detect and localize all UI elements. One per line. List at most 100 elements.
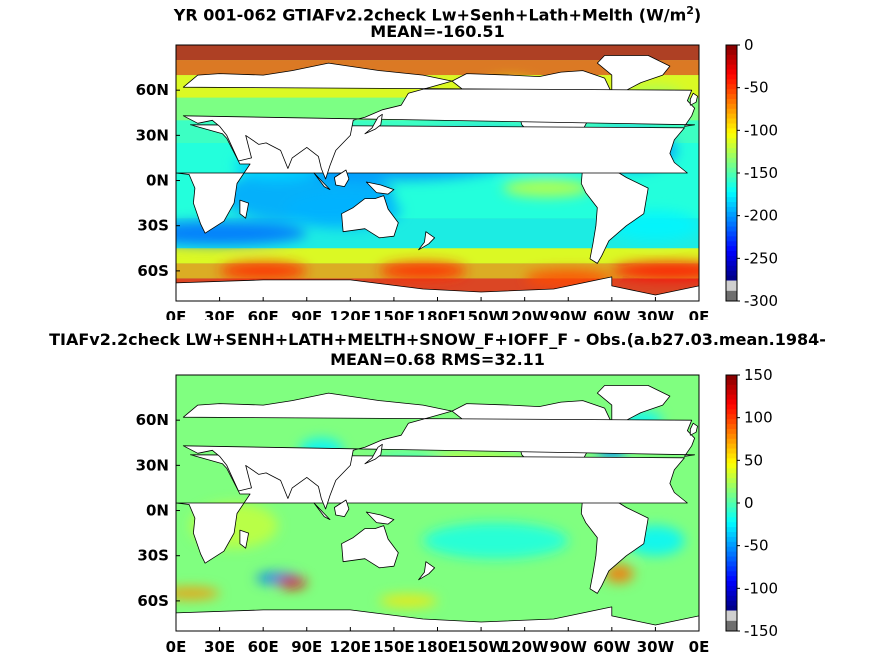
colorbar-swatch xyxy=(726,113,737,120)
colorbar-swatch xyxy=(726,157,737,164)
colorbar-swatch xyxy=(726,497,737,504)
x-tick-label: 120W xyxy=(501,638,549,656)
y-tick-label: 0N xyxy=(146,172,169,190)
colorbar-swatch xyxy=(726,561,737,567)
colorbar-swatch xyxy=(726,453,737,460)
colorbar-swatch xyxy=(726,192,737,198)
colorbar-swatch xyxy=(726,221,737,228)
x-tick-label: 150E xyxy=(373,308,415,320)
colorbar-swatch xyxy=(726,492,737,499)
land-mass xyxy=(176,276,699,301)
colorbar-swatch xyxy=(726,148,737,154)
colorbar-swatch xyxy=(726,394,737,401)
y-tick-label: 60N xyxy=(136,81,169,99)
colorbar-swatch xyxy=(726,620,737,631)
colorbar-swatch xyxy=(726,128,737,134)
land-mass xyxy=(333,499,350,518)
colorbar-tick-label: -50 xyxy=(744,79,769,97)
x-tick-label: 30E xyxy=(204,308,235,320)
land-mass xyxy=(580,493,649,594)
colorbar-swatch xyxy=(726,473,737,479)
panel2-title-text: TIAFv2.2check LW+SENH+LATH+MELTH+SNOW_F+… xyxy=(49,330,826,349)
x-tick-label: 150W xyxy=(457,308,505,320)
colorbar-swatch xyxy=(726,231,737,237)
colorbar-swatch xyxy=(726,556,737,563)
colorbar-swatch xyxy=(726,69,737,76)
colorbar-swatch xyxy=(726,419,737,425)
x-tick-label: 90W xyxy=(550,638,588,656)
panel1-title: YR 001-062 GTIAFv2.2check Lw+Senh+Lath+M… xyxy=(0,1,875,25)
colorbar-swatch xyxy=(726,236,737,242)
colorbar-swatch xyxy=(726,123,737,130)
colorbar-swatch xyxy=(726,478,737,484)
y-tick-label: 60N xyxy=(136,411,169,429)
colorbar-swatch xyxy=(726,49,737,56)
colorbar-swatch xyxy=(726,502,737,509)
field-anomaly xyxy=(277,576,307,589)
land-mass xyxy=(176,606,699,631)
colorbar-swatch xyxy=(726,143,737,149)
y-tick-label: 30S xyxy=(137,217,169,235)
land-mass xyxy=(176,124,688,234)
x-tick-label: 60W xyxy=(593,638,631,656)
colorbar-swatch xyxy=(726,468,737,474)
field-anomaly xyxy=(379,594,438,607)
panel2-field xyxy=(176,375,699,631)
land-mass xyxy=(596,55,671,91)
colorbar-swatch xyxy=(726,211,737,218)
colorbar-swatch xyxy=(726,246,737,252)
colorbar-swatch xyxy=(726,133,737,139)
colorbar-swatch xyxy=(726,54,737,61)
colorbar-swatch xyxy=(726,94,737,100)
panel1-title-sup: 2 xyxy=(686,4,694,17)
y-tick-label: 30N xyxy=(136,126,169,144)
colorbar-swatch xyxy=(726,438,737,445)
colorbar-swatch xyxy=(726,241,737,247)
colorbar-tick-label: 150 xyxy=(744,366,773,384)
colorbar-swatch xyxy=(726,379,737,386)
panel2-colorbar: 150 100 50 0 -50 -100 -150 xyxy=(725,366,778,640)
colorbar-swatch xyxy=(726,546,737,553)
x-tick-label: 60E xyxy=(248,308,279,320)
colorbar-swatch xyxy=(726,375,737,381)
colorbar-tick-label: -200 xyxy=(744,207,778,225)
land-mass xyxy=(364,113,383,135)
colorbar-tick-label: -100 xyxy=(744,121,778,139)
colorbar-swatch xyxy=(726,45,737,51)
colorbar-swatch xyxy=(726,414,737,420)
lat-band xyxy=(176,248,699,264)
colorbar-swatch xyxy=(726,108,737,115)
colorbar-swatch xyxy=(726,103,737,110)
field-anomaly xyxy=(379,261,467,280)
land-mass xyxy=(364,443,383,465)
colorbar-swatch xyxy=(726,507,737,513)
x-tick-label: 30E xyxy=(204,638,235,656)
colorbar-swatch xyxy=(726,463,737,469)
panel1-field xyxy=(176,45,699,301)
colorbar-swatch xyxy=(726,275,737,282)
x-tick-label: 0E xyxy=(166,638,187,656)
colorbar-swatch xyxy=(726,482,737,489)
colorbar-swatch xyxy=(726,59,737,66)
x-tick-label: 0E xyxy=(689,638,710,656)
colorbar-swatch xyxy=(726,251,737,257)
field-anomaly xyxy=(422,522,569,559)
colorbar-swatch xyxy=(726,98,737,105)
colorbar-tick-label: -150 xyxy=(744,622,778,640)
colorbar-swatch xyxy=(726,522,737,528)
colorbar-swatch xyxy=(726,152,737,159)
field-anomaly xyxy=(611,261,699,280)
colorbar-swatch xyxy=(726,428,737,435)
colorbar-swatch xyxy=(726,610,737,621)
land-mass xyxy=(313,502,331,521)
colorbar-swatch xyxy=(726,79,737,85)
land-mass xyxy=(596,385,671,421)
land-mass xyxy=(580,163,649,264)
land-mass xyxy=(365,181,395,195)
colorbar-tick-label: 0 xyxy=(744,494,754,512)
panel1-colorbar: 0 -50 -100 -150 -200 -250 -300 xyxy=(725,36,778,310)
colorbar-swatch xyxy=(726,541,737,548)
colorbar-swatch xyxy=(726,389,737,396)
y-tick-label: 60S xyxy=(137,592,169,610)
